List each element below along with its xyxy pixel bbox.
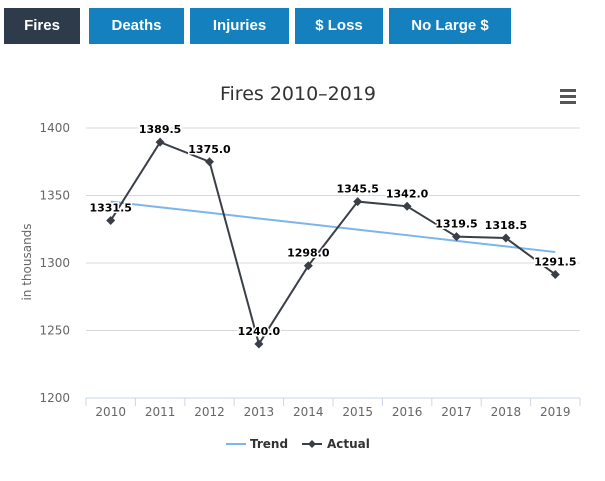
tab-injuries[interactable]: Injuries bbox=[190, 8, 289, 44]
data-label: 1331.5 bbox=[89, 201, 131, 214]
actual-point-marker bbox=[106, 215, 116, 225]
tab-fires[interactable]: Fires bbox=[4, 8, 80, 44]
x-tick-label: 2012 bbox=[194, 405, 225, 419]
tab-loss[interactable]: $ Loss bbox=[295, 8, 383, 44]
y-axis-title: in thousands bbox=[20, 223, 34, 300]
x-tick-label: 2011 bbox=[145, 405, 176, 419]
data-label: 1375.0 bbox=[188, 143, 231, 156]
x-tick-label: 2018 bbox=[491, 405, 522, 419]
actual-point-marker bbox=[501, 233, 511, 243]
actual-point-marker bbox=[353, 197, 363, 207]
actual-point-marker bbox=[303, 261, 313, 271]
actual-point-marker bbox=[205, 157, 214, 167]
actual-point-marker bbox=[155, 137, 165, 147]
data-label: 1389.5 bbox=[139, 123, 181, 136]
series-group bbox=[106, 137, 560, 349]
data-label: 1318.5 bbox=[485, 219, 527, 232]
legend-trend-label: Trend bbox=[250, 437, 288, 451]
legend-actual-label: Actual bbox=[327, 437, 370, 451]
actual-point-marker bbox=[254, 339, 264, 349]
x-tick-label: 2015 bbox=[342, 405, 373, 419]
gridlines bbox=[86, 127, 580, 399]
y-axis-ticks: 1200 1250 1300 1350 1400 bbox=[39, 121, 70, 405]
x-axis: 2010 2011 2012 2013 2014 2015 2016 2017 2018 2019 bbox=[85, 397, 581, 419]
actual-point-marker bbox=[550, 269, 560, 279]
y-tick-label: 1250 bbox=[39, 324, 70, 338]
x-tick-label: 2013 bbox=[244, 405, 275, 419]
x-tick-label: 2014 bbox=[293, 405, 324, 419]
tab-no-large-loss[interactable]: No Large $ bbox=[389, 8, 511, 44]
legend-item-actual[interactable]: Actual bbox=[302, 437, 370, 451]
legend-item-trend[interactable]: Trend bbox=[226, 437, 288, 451]
legend: Trend Actual bbox=[226, 437, 370, 451]
data-label: 1345.5 bbox=[336, 183, 378, 196]
chart-menu-icon[interactable] bbox=[560, 89, 576, 104]
y-tick-label: 1200 bbox=[39, 391, 70, 405]
chart-title: Fires 2010–2019 bbox=[220, 83, 376, 105]
data-label: 1342.0 bbox=[386, 187, 429, 200]
data-label: 1319.5 bbox=[435, 218, 477, 231]
y-tick-label: 1350 bbox=[39, 189, 70, 203]
actual-line bbox=[109, 140, 556, 347]
data-label: 1298.0 bbox=[287, 247, 330, 260]
x-tick-label: 2010 bbox=[95, 405, 126, 419]
x-tick-label: 2019 bbox=[540, 405, 571, 419]
legend-actual-marker bbox=[308, 440, 316, 448]
data-label: 1291.5 bbox=[534, 255, 576, 268]
data-label: 1240.0 bbox=[238, 325, 281, 338]
actual-point-marker bbox=[402, 201, 412, 211]
trend-line bbox=[110, 200, 556, 254]
tab-deaths[interactable]: Deaths bbox=[89, 8, 184, 44]
y-tick-label: 1400 bbox=[39, 121, 70, 135]
y-tick-label: 1300 bbox=[39, 256, 70, 270]
x-tick-label: 2017 bbox=[441, 405, 472, 419]
actual-point-marker bbox=[452, 232, 461, 242]
data-labels: 1331.5 1389.5 1375.0 1240.0 1298.0 1345.5 1342… bbox=[88, 122, 578, 340]
x-tick-label: 2016 bbox=[392, 405, 423, 419]
